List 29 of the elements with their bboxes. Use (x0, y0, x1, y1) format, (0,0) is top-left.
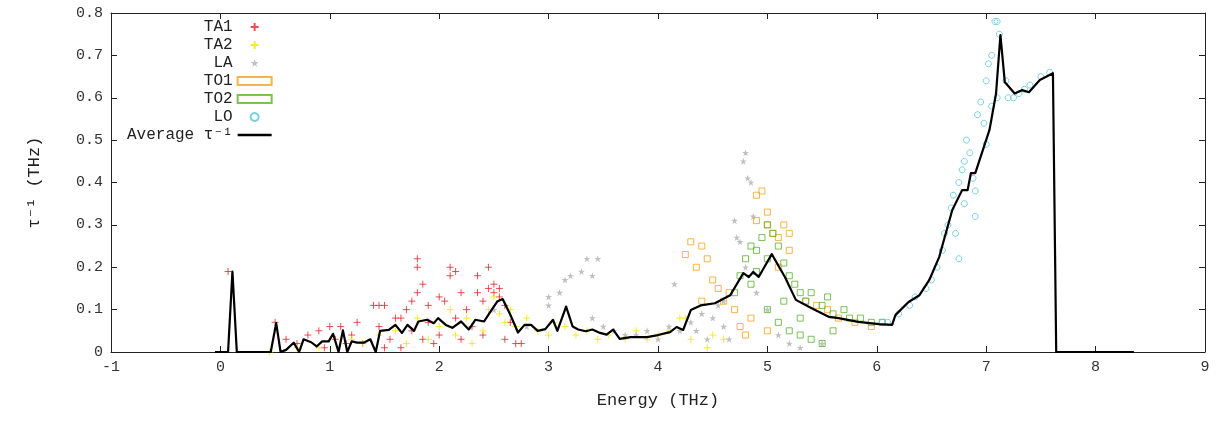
x-tick-label: 1 (325, 359, 335, 376)
legend-label: Average τ⁻¹ (126, 126, 233, 144)
x-tick-label: 7 (981, 359, 991, 376)
legend-label: TO1 (203, 72, 233, 90)
legend-label: TO2 (203, 90, 233, 108)
x-tick-label: 8 (1091, 359, 1101, 376)
legend-label: TA1 (203, 18, 233, 36)
x-tick-label: 6 (872, 359, 882, 376)
y-tick-label: 0.8 (75, 4, 103, 22)
x-tick-label: -1 (101, 359, 121, 376)
y-tick-label: 0.7 (75, 46, 103, 64)
legend-label: LO (213, 108, 233, 126)
y-tick-label: 0.6 (75, 89, 103, 107)
x-tick-label: 5 (762, 359, 772, 376)
x-tick-label: 9 (1200, 359, 1210, 376)
x-axis-title: Energy (THz) (596, 391, 720, 410)
y-axis-title: τ⁻¹ (THz) (25, 136, 44, 229)
y-tick-label: 0.3 (75, 216, 103, 234)
y-tick-label: 0.4 (75, 174, 103, 191)
x-tick-label: 2 (434, 359, 444, 376)
x-tick-label: 4 (653, 359, 663, 376)
y-tick-label: 0.1 (75, 301, 103, 319)
legend-label: LA (213, 54, 234, 72)
x-tick-label: 3 (544, 359, 554, 376)
y-tick-label: 0 (93, 343, 103, 361)
y-tick-label: 0.2 (75, 258, 103, 276)
x-tick-label: 0 (215, 359, 225, 376)
y-tick-label: 0.5 (75, 131, 103, 149)
legend-label: TA2 (203, 36, 233, 54)
